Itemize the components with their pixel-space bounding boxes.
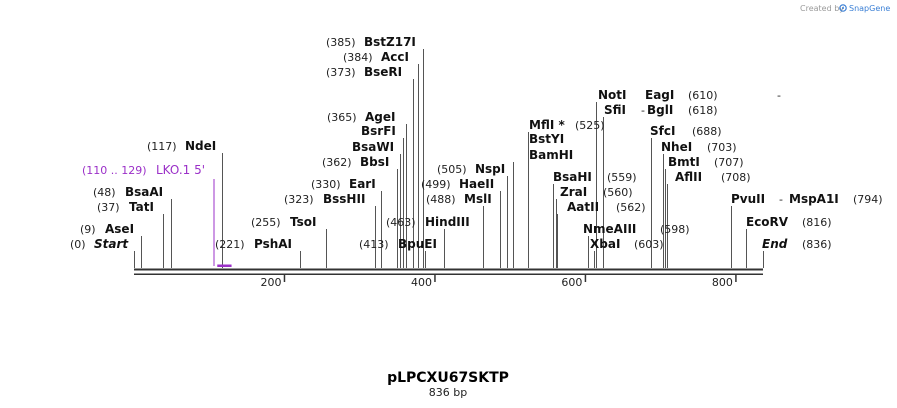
site-bsrfi-label[interactable]: BsrFI — [361, 124, 396, 138]
site-pshai-position: (221) — [215, 238, 245, 251]
site-haeii-label[interactable]: HaeII — [459, 177, 494, 191]
site-aflii-position: (708) — [721, 171, 751, 184]
site-tsoi-label[interactable]: TsoI — [290, 215, 316, 229]
site-eagi-label[interactable]: EagI — [645, 88, 674, 102]
site-sfci-position: (688) — [692, 125, 722, 138]
site-zrai-label[interactable]: ZraI — [560, 185, 587, 199]
site-mspa1i-position: (794) — [853, 193, 883, 206]
site-acci-position: (384) — [343, 51, 373, 64]
pair-separator: - — [777, 89, 781, 102]
site-sfii-label[interactable]: SfiI — [604, 103, 626, 117]
site-xbai-label[interactable]: XbaI — [590, 237, 620, 251]
site-bsshii-position: (323) — [284, 193, 314, 206]
site-eari-position: (330) — [311, 178, 341, 191]
site-bmti-position: (707) — [714, 156, 744, 169]
site-bstz17i-position: (385) — [326, 36, 356, 49]
site-tati-position: (37) — [97, 201, 120, 214]
site-bpuei-position: (413) — [359, 238, 389, 251]
site-nmeaiii-label[interactable]: NmeAIII — [583, 222, 636, 236]
site-eari-label[interactable]: EarI — [349, 177, 376, 191]
credit-brand: SnapGene — [849, 4, 890, 13]
site-ndei-label[interactable]: NdeI — [185, 139, 216, 153]
site-nhei-position: (703) — [707, 141, 737, 154]
site-msli-position: (488) — [426, 193, 456, 206]
site-agei-position: (365) — [327, 111, 357, 124]
site-aatii-position: (562) — [616, 201, 646, 214]
snapgene-logo-icon — [839, 4, 847, 12]
axis-tick-label: 400 — [411, 276, 432, 289]
site-bsawi-label[interactable]: BsaWI — [352, 140, 394, 154]
axis-tick-label: 600 — [561, 276, 582, 289]
site-msli-label[interactable]: MslI — [464, 192, 492, 206]
site-nhei-label[interactable]: NheI — [661, 140, 692, 154]
plasmid-name: pLPCXU67SKTP — [387, 370, 509, 386]
feature-range: (110 .. 129) — [82, 164, 147, 177]
site-mspa1i-label[interactable]: MspA1I — [789, 192, 839, 206]
site-aflii-label[interactable]: AflII — [675, 170, 702, 184]
site-ecorv-position: (816) — [802, 216, 832, 229]
site-tsoi-position: (255) — [251, 216, 281, 229]
site-bseri-position: (373) — [326, 66, 356, 79]
site-xbai-position: (603) — [634, 238, 664, 251]
site-pshai-label[interactable]: PshAI — [254, 237, 292, 251]
site-eagi-position: (610) — [688, 89, 718, 102]
site-start-label[interactable]: Start — [94, 237, 129, 251]
site-aatii-label[interactable]: AatII — [567, 200, 599, 214]
site-pvuii-label[interactable]: PvuII — [731, 192, 765, 206]
site-haeii-position: (499) — [421, 178, 451, 191]
axis-tick-label: 800 — [712, 276, 733, 289]
site-bgli-label[interactable]: BglI — [647, 103, 673, 117]
site-acci-label[interactable]: AccI — [381, 50, 409, 64]
site-end-position: (836) — [802, 238, 832, 251]
site-stems — [134, 49, 764, 268]
site-labels: Start (0) AseI (9) TatI (37) BsaAI (48) NdeI (117… — [70, 35, 883, 251]
sequence-backbone — [134, 268, 763, 275]
site-bpuei-label[interactable]: BpuEI — [398, 237, 437, 251]
site-asei-label[interactable]: AseI — [105, 222, 134, 236]
site-mfli-label[interactable]: MflI * — [529, 118, 565, 132]
site-hindiii-label[interactable]: HindIII — [425, 215, 470, 229]
credit-prefix: Created by — [800, 4, 844, 13]
site-bgli-position: (618) — [688, 104, 718, 117]
site-ndei-position: (117) — [147, 140, 177, 153]
site-bseri-label[interactable]: BseRI — [364, 65, 402, 79]
plasmid-size: 836 bp — [429, 386, 467, 399]
feature-lko1[interactable]: (110 .. 129) LKO.1 5' — [82, 163, 232, 267]
site-end-label[interactable]: End — [762, 237, 788, 251]
site-zrai-position: (560) — [603, 186, 633, 199]
site-bsshii-label[interactable]: BssHII — [323, 192, 365, 206]
site-bsaai-position: (48) — [93, 186, 116, 199]
site-nspi-position: (505) — [437, 163, 467, 176]
site-noti-label[interactable]: NotI — [598, 88, 627, 102]
site-agei-label[interactable]: AgeI — [365, 110, 395, 124]
site-bbsi-label[interactable]: BbsI — [360, 155, 389, 169]
site-start-position: (0) — [70, 238, 86, 251]
feature-bar[interactable] — [217, 264, 232, 268]
pair-separator: - — [641, 104, 645, 117]
site-nmeaiii-position: (598) — [660, 223, 690, 236]
axis-ticks: 200 400 600 800 — [260, 275, 737, 289]
site-tati-label[interactable]: TatI — [129, 200, 154, 214]
site-bstz17i-label[interactable]: BstZ17I — [364, 35, 416, 49]
site-nspi-label[interactable]: NspI — [475, 162, 505, 176]
site-bbsi-position: (362) — [322, 156, 352, 169]
axis-tick-label: 200 — [260, 276, 281, 289]
site-bamhi-label[interactable]: BamHI — [529, 148, 573, 162]
site-hindiii-position: (463) — [386, 216, 416, 229]
site-bstyi-label[interactable]: BstYI — [529, 132, 564, 146]
site-bsahi-label[interactable]: BsaHI — [553, 170, 592, 184]
site-sfci-label[interactable]: SfcI — [650, 124, 675, 138]
feature-name: LKO.1 5' — [156, 163, 205, 177]
site-bsahi-position: (559) — [607, 171, 637, 184]
site-asei-position: (9) — [80, 223, 96, 236]
site-mfli-position: (525) — [575, 119, 605, 132]
site-bmti-label[interactable]: BmtI — [668, 155, 700, 169]
pair-separator: - — [779, 193, 783, 206]
site-bsaai-label[interactable]: BsaAI — [125, 185, 163, 199]
site-ecorv-label[interactable]: EcoRV — [746, 215, 789, 229]
